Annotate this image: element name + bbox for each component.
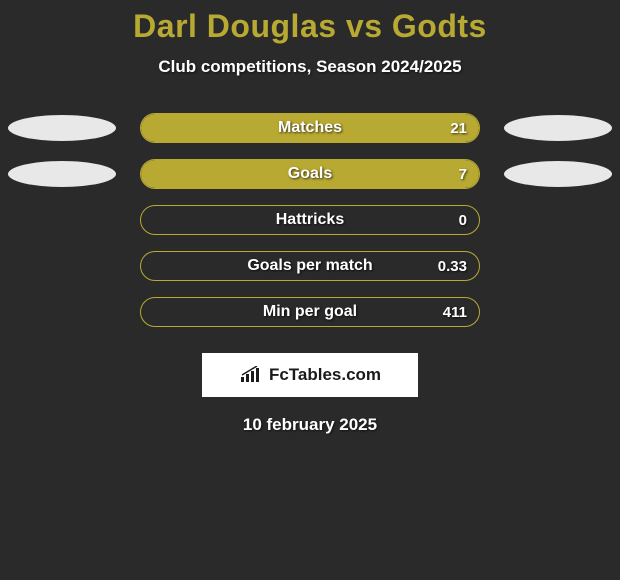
stats-chart: Matches21 Goals7 Hattricks0 Goals per match… xyxy=(0,105,620,335)
branding-text: FcTables.com xyxy=(269,365,381,385)
footer-date: 10 february 2025 xyxy=(0,415,620,435)
stat-row: Min per goal411 xyxy=(0,289,620,335)
page-title: Darl Douglas vs Godts xyxy=(0,8,620,45)
stat-bar: Goals7 xyxy=(140,159,480,189)
chart-icon xyxy=(239,366,263,384)
stat-label: Goals per match xyxy=(141,252,479,280)
stat-row: Hattricks0 xyxy=(0,197,620,243)
stat-label: Goals xyxy=(141,160,479,188)
marker-placeholder xyxy=(504,207,612,233)
stat-label: Min per goal xyxy=(141,298,479,326)
marker-placeholder xyxy=(8,253,116,279)
stat-row: Goals7 xyxy=(0,151,620,197)
marker-placeholder xyxy=(504,253,612,279)
stat-row: Matches21 xyxy=(0,105,620,151)
marker-placeholder xyxy=(8,299,116,325)
player-left-marker xyxy=(8,115,116,141)
stat-value: 0.33 xyxy=(438,252,467,280)
stat-label: Matches xyxy=(141,114,479,142)
marker-placeholder xyxy=(504,299,612,325)
stat-value: 0 xyxy=(459,206,467,234)
stat-bar: Hattricks0 xyxy=(140,205,480,235)
marker-placeholder xyxy=(8,207,116,233)
stat-bar: Matches21 xyxy=(140,113,480,143)
branding-badge: FcTables.com xyxy=(202,353,418,397)
stat-bar: Goals per match0.33 xyxy=(140,251,480,281)
stat-row: Goals per match0.33 xyxy=(0,243,620,289)
comparison-card: Darl Douglas vs Godts Club competitions,… xyxy=(0,0,620,435)
player-right-marker xyxy=(504,115,612,141)
player-right-marker xyxy=(504,161,612,187)
stat-label: Hattricks xyxy=(141,206,479,234)
stat-value: 411 xyxy=(443,298,467,326)
stat-value: 7 xyxy=(459,160,467,188)
stat-bar: Min per goal411 xyxy=(140,297,480,327)
player-left-marker xyxy=(8,161,116,187)
stat-value: 21 xyxy=(450,114,467,142)
page-subtitle: Club competitions, Season 2024/2025 xyxy=(0,57,620,77)
